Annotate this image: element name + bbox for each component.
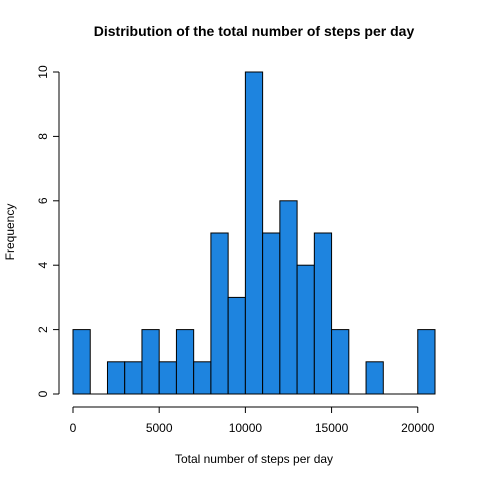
y-tick-label: 10 [36,65,50,79]
histogram-bar [244,71,264,395]
x-axis: 0 5000 10000 15000 20000 [70,406,435,435]
histogram-bar [72,329,91,395]
histogram-bar [227,296,246,395]
y-tick-label: 0 [36,390,50,397]
histogram-bar [175,329,195,395]
y-tick-label: 4 [36,262,50,269]
bars-group [72,71,436,395]
histogram-bar [365,361,384,395]
histogram-bar [313,232,333,395]
histogram-bar [262,232,281,395]
y-tick-label: 6 [36,197,50,204]
y-tick-label: 8 [36,133,50,140]
x-tick-label: 5000 [146,421,173,435]
y-axis-label: Frequency [3,204,17,261]
x-tick-label: 20000 [401,421,435,435]
histogram-bar [279,200,298,395]
x-axis-label: Total number of steps per day [175,452,333,466]
histogram-bar [124,361,143,395]
x-tick-label: 10000 [229,421,263,435]
histogram-bar [210,232,229,395]
histogram-bar [158,361,177,395]
histogram-bar [296,264,315,395]
histogram-bar [141,329,160,395]
histogram-bar [417,329,436,395]
chart-title: Distribution of the total number of step… [94,23,415,39]
y-tick-label: 2 [36,326,50,333]
x-tick-label: 0 [70,421,77,435]
histogram-bar [106,361,126,395]
y-axis: 0 2 4 6 8 10 [36,65,60,397]
histogram-bar [331,329,350,395]
histogram-bar [193,361,212,395]
x-tick-label: 15000 [315,421,349,435]
